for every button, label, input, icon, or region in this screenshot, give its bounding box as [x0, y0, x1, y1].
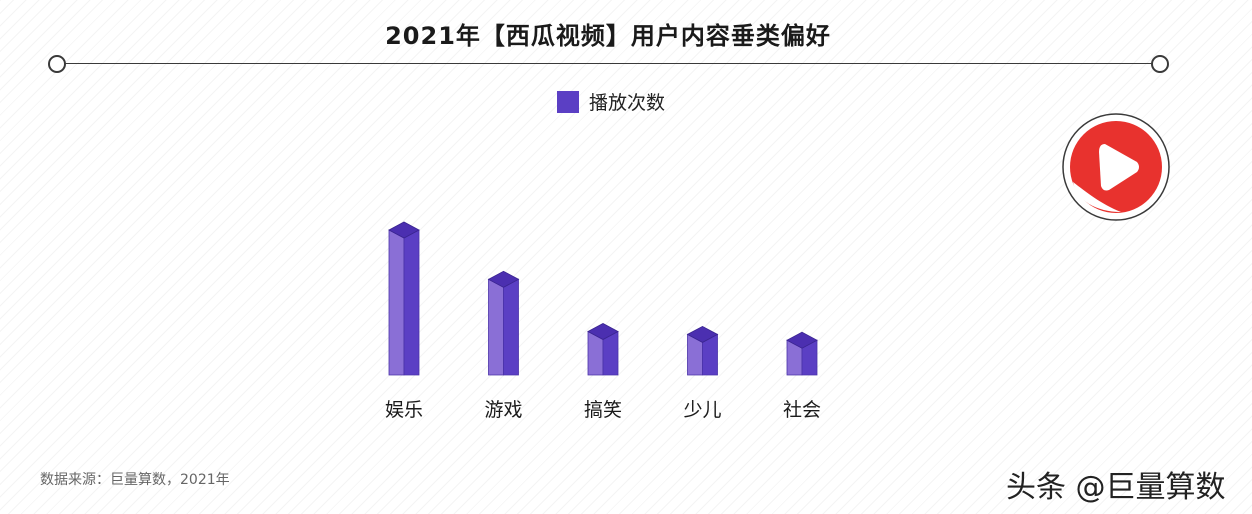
- x-tick-label: 游戏: [484, 399, 522, 421]
- legend-label: 播放次数: [589, 92, 666, 114]
- bar-top-face: [587, 323, 619, 340]
- x-tick-label: 搞笑: [584, 399, 622, 421]
- bar: [686, 325, 719, 376]
- bar-top-face: [686, 325, 719, 343]
- x-tick-label: 少儿: [683, 399, 721, 421]
- bar-left-face: [488, 278, 504, 376]
- bar: [487, 270, 520, 376]
- bar: [587, 323, 619, 376]
- data-source-note: 数据来源：巨量算数，2021年: [40, 472, 230, 488]
- bar-right-face: [403, 229, 420, 376]
- chart-legend: 播放次数: [557, 88, 665, 115]
- x-tick-label: 社会: [783, 399, 821, 421]
- bar-right-face: [503, 278, 519, 376]
- x-tick-label: 娱乐: [385, 399, 423, 421]
- bar-left-face: [388, 229, 405, 376]
- page-title: 2021年【西瓜视频】用户内容垂类偏好: [385, 22, 831, 50]
- xigua-video-logo-icon: [1062, 113, 1170, 221]
- watermark: 头条 @巨量算数: [1006, 470, 1226, 505]
- bar: [786, 331, 818, 376]
- legend-swatch: [557, 90, 579, 113]
- bar-top-face: [487, 270, 520, 288]
- title-divider: [64, 63, 1153, 64]
- bar-top-face: [786, 331, 818, 349]
- bar: [388, 221, 420, 376]
- divider-right-dot: [1151, 55, 1169, 73]
- divider-left-dot: [48, 55, 66, 73]
- bar-top-face: [388, 221, 420, 239]
